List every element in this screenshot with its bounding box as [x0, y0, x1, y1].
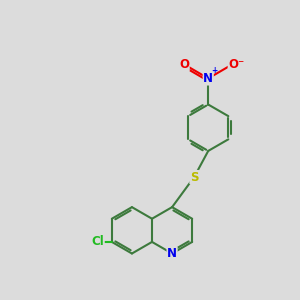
Text: +: + — [211, 66, 218, 75]
Text: O⁻: O⁻ — [228, 58, 244, 71]
Text: S: S — [190, 170, 198, 184]
Text: N: N — [203, 72, 213, 85]
Text: O: O — [179, 58, 189, 71]
Text: Cl: Cl — [92, 236, 104, 248]
Text: N: N — [167, 247, 177, 260]
